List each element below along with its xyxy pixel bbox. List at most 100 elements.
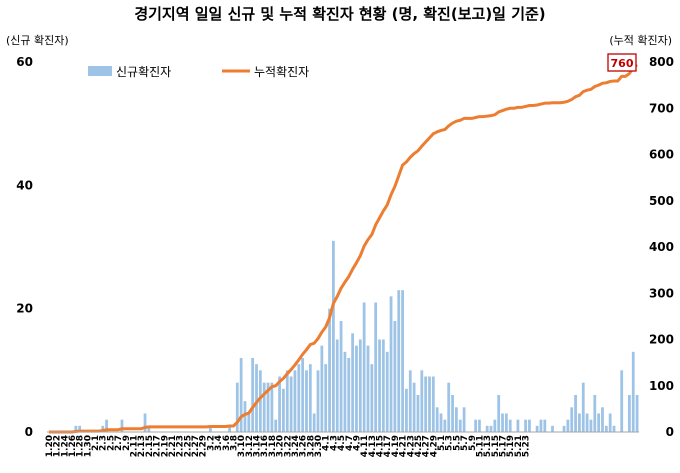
bar — [562, 425, 566, 432]
bar — [358, 339, 362, 432]
bar — [612, 425, 616, 432]
bar — [305, 370, 308, 432]
right-tick-label: 800 — [649, 55, 674, 69]
x-tick-label: 3.16 — [260, 435, 270, 457]
bar — [501, 413, 504, 432]
bar — [339, 321, 343, 432]
cumulative-series-line — [48, 63, 638, 434]
bar — [604, 425, 608, 432]
x-tick-label: 1.30 — [83, 435, 93, 457]
bar — [408, 370, 412, 432]
bar — [378, 339, 381, 432]
right-axis-label: (누적 확진자) — [609, 34, 672, 47]
bar — [420, 370, 424, 432]
bar — [343, 351, 347, 432]
right-tick-label: 700 — [649, 101, 674, 115]
x-tick-label: 4.19 — [391, 435, 401, 457]
bar — [293, 370, 297, 432]
x-tick-label: 3.14 — [253, 435, 263, 457]
bar — [270, 382, 274, 432]
bar — [543, 419, 547, 432]
bar — [508, 419, 512, 432]
bar — [335, 339, 339, 432]
bar — [608, 413, 612, 432]
x-tick-label: 3.20 — [276, 435, 286, 457]
bar — [101, 425, 105, 432]
x-tick-label: 5.21 — [514, 435, 524, 457]
bar — [416, 395, 420, 432]
bar — [301, 358, 305, 432]
x-tick-label: 2.29 — [199, 435, 209, 457]
bar — [489, 425, 493, 432]
x-tick-label: 3.4 — [214, 435, 224, 451]
legend-label-new: 신규확진자 — [116, 65, 171, 79]
x-tick-label: 2.13 — [137, 435, 147, 457]
bar — [493, 419, 497, 432]
bar — [435, 407, 439, 432]
x-tick-label: 3.8 — [229, 435, 239, 451]
bar — [528, 419, 531, 432]
end-callout-box — [607, 53, 637, 72]
bar — [570, 407, 574, 432]
bar — [266, 382, 270, 432]
left-tick-label: 60 — [16, 55, 33, 69]
bar — [105, 419, 108, 432]
x-tick-label: 4.3 — [329, 435, 339, 451]
bar — [589, 419, 593, 432]
x-tick-label: 4.23 — [406, 435, 416, 457]
bar — [243, 401, 247, 432]
x-tick-label: 3.22 — [283, 435, 293, 457]
bar — [347, 358, 351, 432]
bar — [631, 351, 635, 432]
x-tick-label: 5.9 — [468, 435, 478, 451]
x-tick-label: 3.6 — [222, 435, 232, 451]
bar — [366, 345, 370, 432]
x-tick-label: 4.17 — [383, 435, 393, 457]
bar — [574, 395, 577, 432]
bar — [120, 419, 124, 432]
axes: 020406001002003004005006007008001.201.22… — [16, 55, 674, 457]
x-tick-label: 5.7 — [460, 435, 470, 451]
bar — [635, 395, 639, 432]
bar — [393, 321, 397, 432]
legend-label-cumulative: 누적확진자 — [254, 65, 309, 79]
x-tick-label: 5.15 — [491, 435, 501, 457]
bar — [593, 395, 597, 432]
legend: 신규확진자 누적확진자 — [88, 65, 309, 79]
x-tick-label: 3.2 — [206, 435, 216, 451]
x-tick-label: 2.5 — [106, 435, 116, 451]
x-tick-label: 2.17 — [153, 435, 163, 457]
bar — [289, 376, 293, 432]
bar — [428, 376, 431, 432]
bar — [620, 370, 624, 432]
bar — [455, 407, 458, 432]
x-tick-label: 5.1 — [437, 435, 447, 451]
bar — [370, 364, 374, 432]
x-tick-label: 2.3 — [99, 435, 109, 451]
x-tick-label: 4.25 — [414, 435, 424, 457]
right-tick-label: 400 — [649, 240, 674, 254]
bar — [328, 308, 331, 432]
cumulative-line — [48, 63, 638, 434]
bar — [539, 419, 543, 432]
bar — [431, 376, 435, 432]
x-tick-label: 2.11 — [129, 435, 139, 457]
x-tick-label: 4.29 — [429, 435, 439, 457]
bar — [316, 370, 320, 432]
x-tick-label: 2.25 — [183, 435, 193, 457]
x-tick-label: 5.17 — [499, 435, 509, 457]
x-tick-label: 1.24 — [60, 435, 70, 457]
bar — [628, 395, 631, 432]
bar — [405, 388, 408, 432]
bar — [312, 413, 316, 432]
bar — [447, 382, 451, 432]
x-tick-label: 5.11 — [475, 435, 485, 457]
x-tick-label: 2.1 — [91, 435, 101, 451]
x-tick-label: 5.5 — [452, 435, 462, 451]
bar — [551, 425, 554, 432]
bar — [412, 382, 416, 432]
bar — [235, 382, 239, 432]
x-tick-label: 2.19 — [160, 435, 170, 457]
bar — [147, 425, 151, 432]
right-tick-label: 100 — [649, 379, 674, 393]
